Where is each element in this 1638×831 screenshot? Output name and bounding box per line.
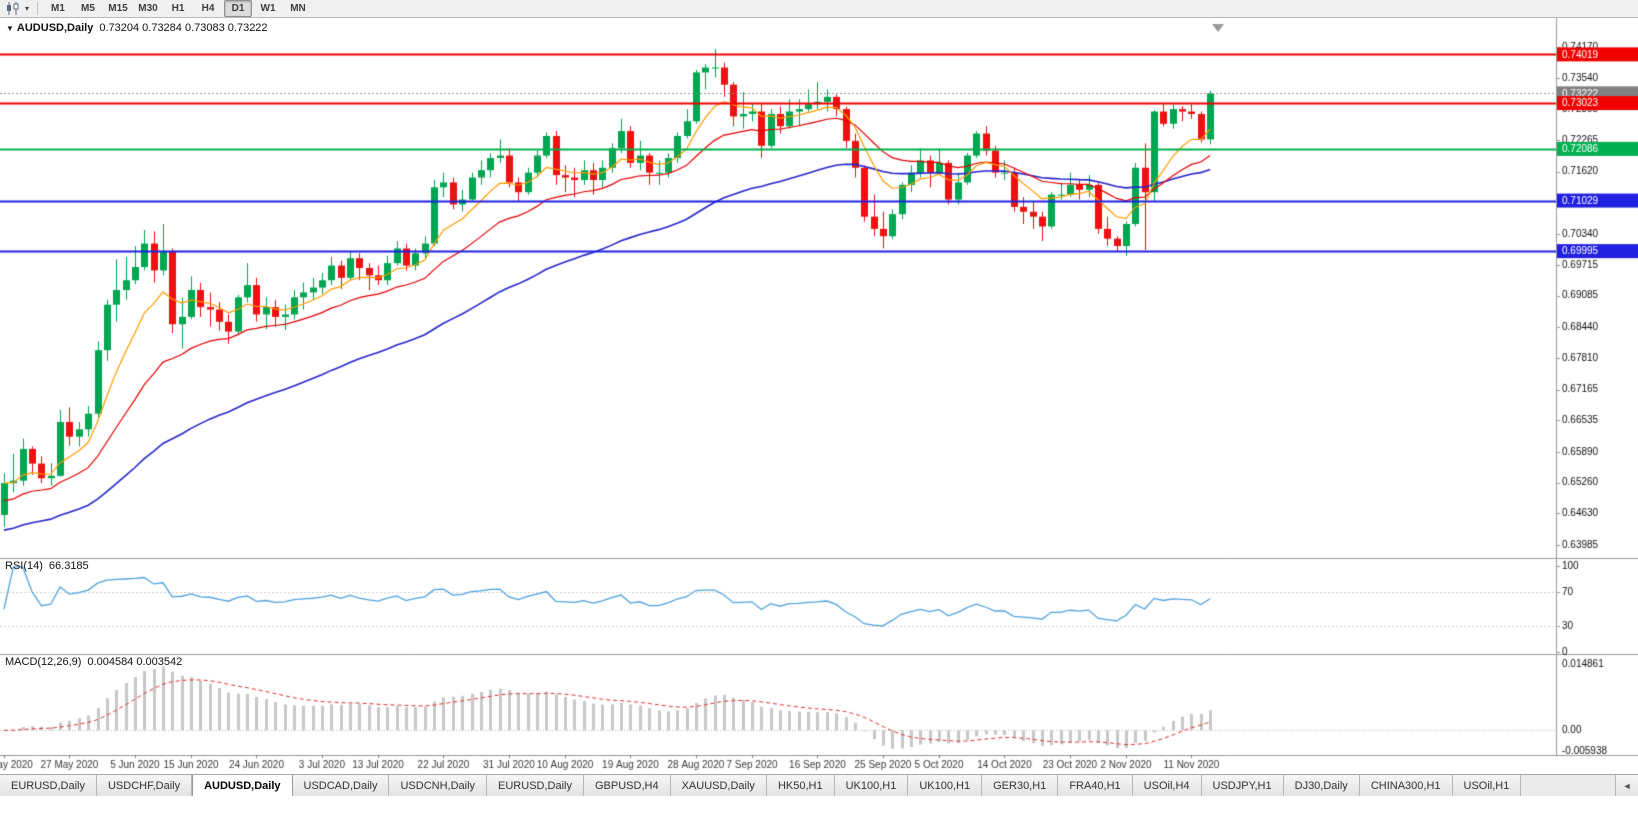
window-filler bbox=[0, 796, 1638, 831]
timeframe-button-m30[interactable]: M30 bbox=[138, 3, 158, 14]
chart-tab-uk100-h1[interactable]: UK100,H1 bbox=[834, 775, 909, 796]
chart-tab-usdjpy-h1[interactable]: USDJPY,H1 bbox=[1201, 775, 1284, 796]
chart-tab-usdchf-daily[interactable]: USDCHF,Daily bbox=[96, 775, 193, 796]
price-chart-canvas[interactable] bbox=[0, 18, 1638, 774]
chart-tab-usoil-h4[interactable]: USOil,H4 bbox=[1132, 775, 1202, 796]
chart-type-dropdown-icon[interactable]: ▾ bbox=[24, 4, 29, 13]
timeframe-button-h1[interactable]: H1 bbox=[171, 3, 185, 14]
chart-tab-eurusd-daily[interactable]: EURUSD,Daily bbox=[487, 775, 584, 796]
chart-tab-dj30-daily[interactable]: DJ30,Daily bbox=[1283, 775, 1360, 796]
chart-tab-china300-h1[interactable]: CHINA300,H1 bbox=[1359, 775, 1453, 796]
chart-tab-eurusd-daily[interactable]: EURUSD,Daily bbox=[0, 775, 97, 796]
chart-tabs-list: EURUSD,Daily USDCHF,Daily AUDUSD,Daily USDC… bbox=[0, 775, 1615, 796]
chart-tab-audusd-daily[interactable]: AUDUSD,Daily bbox=[192, 775, 293, 796]
chart-tab-usdcnh-daily[interactable]: USDCNH,Daily bbox=[389, 775, 488, 796]
timeframe-button-m1[interactable]: M1 bbox=[51, 3, 65, 14]
timeframe-button-mn[interactable]: MN bbox=[290, 3, 306, 14]
timeframe-button-m15[interactable]: M15 bbox=[108, 3, 128, 14]
timeframe-button-h4[interactable]: H4 bbox=[201, 3, 215, 14]
chart-tab-uk100-h1[interactable]: UK100,H1 bbox=[908, 775, 983, 796]
timeframe-toolbar: ▾ M1 M5 M15 M30 H1 H4 D1 W1 MN bbox=[0, 0, 1638, 18]
chart-tab-hk50-h1[interactable]: HK50,H1 bbox=[766, 775, 835, 796]
chart-tab-xauusd-daily[interactable]: XAUUSD,Daily bbox=[670, 775, 767, 796]
chart-tab-fra40-h1[interactable]: FRA40,H1 bbox=[1058, 775, 1133, 796]
timeframe-button-w1[interactable]: W1 bbox=[260, 3, 276, 14]
chart-tab-ger30-h1[interactable]: GER30,H1 bbox=[982, 775, 1059, 796]
timeframe-button-m5[interactable]: M5 bbox=[81, 3, 95, 14]
chart-tab-gbpusd-h4[interactable]: GBPUSD,H4 bbox=[584, 775, 671, 796]
chart-tab-usdcad-daily[interactable]: USDCAD,Daily bbox=[292, 775, 390, 796]
timeframe-button-d1[interactable]: D1 bbox=[224, 0, 252, 17]
timeframe-buttons-group: M1 M5 M15 M30 H1 H4 D1 W1 MN bbox=[43, 0, 313, 17]
candlestick-chart-icon[interactable] bbox=[4, 1, 22, 16]
toolbar-separator bbox=[37, 2, 38, 15]
chart-tabs-bar: EURUSD,Daily USDCHF,Daily AUDUSD,Daily USDC… bbox=[0, 774, 1638, 796]
tab-scroll-left-button[interactable]: ◄ bbox=[1615, 775, 1638, 796]
chart-tab-usoil-h1[interactable]: USOil,H1 bbox=[1452, 775, 1522, 796]
